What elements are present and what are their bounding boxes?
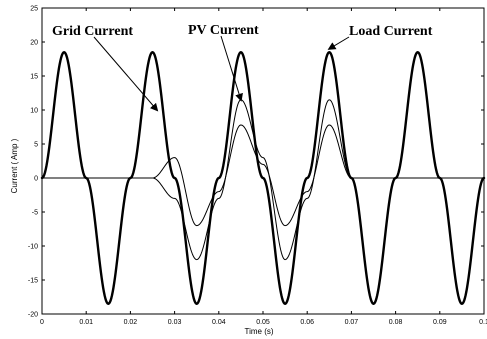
x-tick-label: 0.1	[479, 319, 487, 326]
series-line-load-current	[40, 51, 486, 305]
annotation-arrow	[220, 35, 243, 102]
y-tick-label: -5	[32, 210, 38, 217]
y-tick-label: 15	[30, 74, 38, 81]
annotation-arrow	[93, 36, 159, 112]
y-tick-label: -15	[28, 278, 38, 285]
annotation-label: Grid Current	[52, 24, 133, 39]
annotation-label: Load Current	[349, 24, 433, 39]
x-tick-label: 0.07	[345, 319, 359, 326]
x-tick-label: 0.01	[79, 319, 93, 326]
y-tick-label: -10	[28, 244, 38, 251]
x-tick-label: 0.06	[300, 319, 314, 326]
y-tick-label: 20	[30, 40, 38, 47]
series-layer	[40, 51, 486, 305]
x-tick-label: 0.08	[389, 319, 403, 326]
y-tick-label: 25	[30, 6, 38, 13]
x-tick-label: 0.09	[433, 319, 447, 326]
x-axis-label: Time (s)	[244, 327, 273, 336]
series-line-pv-current	[41, 124, 485, 227]
x-tick-label: 0.03	[168, 319, 182, 326]
x-tick-label: 0	[40, 319, 44, 326]
y-tick-label: -20	[28, 312, 38, 319]
x-tick-label: 0.05	[256, 319, 270, 326]
annotation-layer: Grid Current PV Current Load Current	[52, 23, 433, 112]
y-tick-label: 0	[34, 176, 38, 183]
y-tick-label: 10	[30, 108, 38, 115]
annotation-arrow	[327, 36, 350, 50]
x-tick-label: 0.04	[212, 319, 226, 326]
x-tick-label: 0.02	[124, 319, 138, 326]
annotation-label: PV Current	[188, 23, 259, 38]
y-tick-label: 5	[34, 142, 38, 149]
y-axis-label: Current ( Amp )	[10, 138, 19, 193]
series-line-grid-current	[41, 99, 485, 261]
x-axis-ticks: 0 0.01 0.02 0.03 0.04 0.05 0.06 0.07 0.08 0.09 0.1	[40, 8, 487, 326]
